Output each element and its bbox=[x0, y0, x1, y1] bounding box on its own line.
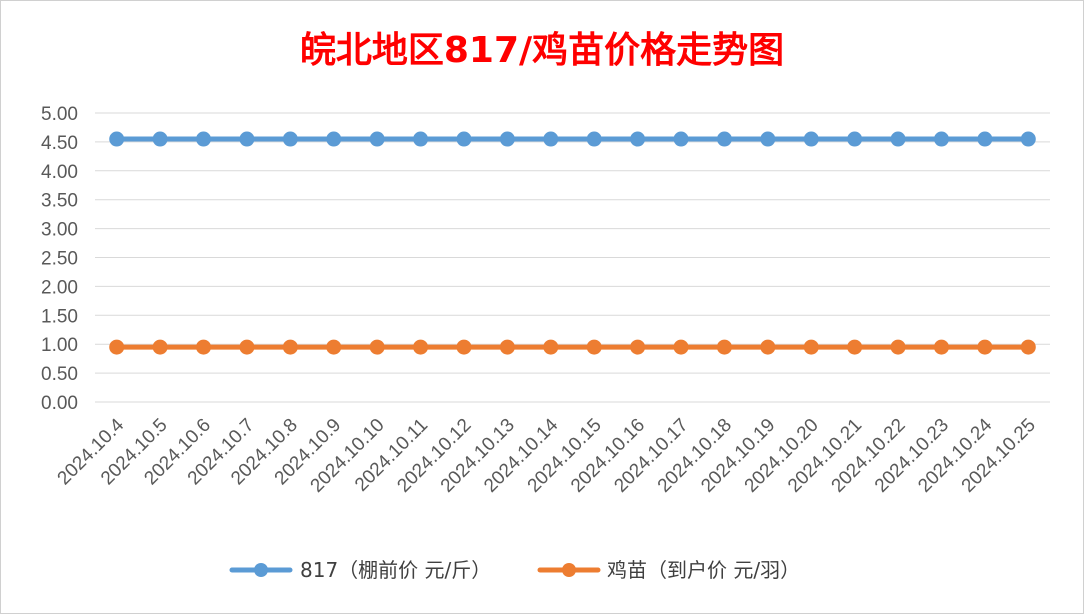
data-point bbox=[673, 131, 689, 147]
data-point bbox=[847, 339, 863, 355]
y-tick-label: 4.00 bbox=[41, 162, 78, 183]
data-point bbox=[413, 339, 429, 355]
data-point bbox=[152, 131, 168, 147]
data-point bbox=[196, 339, 212, 355]
y-tick-label: 0.50 bbox=[41, 364, 78, 385]
data-point bbox=[499, 131, 515, 147]
series-2 bbox=[109, 339, 1036, 355]
data-point bbox=[456, 131, 472, 147]
legend-item-1: 817（棚前价 元/斤） bbox=[229, 558, 491, 582]
y-tick-label: 2.00 bbox=[41, 277, 78, 298]
y-tick-label: 3.50 bbox=[41, 191, 78, 212]
data-point bbox=[803, 131, 819, 147]
y-tick-label: 2.50 bbox=[41, 249, 78, 270]
data-point bbox=[1020, 339, 1036, 355]
y-tick-label: 0.00 bbox=[41, 393, 78, 414]
data-point bbox=[1020, 131, 1036, 147]
data-point bbox=[716, 339, 732, 355]
data-point bbox=[369, 131, 385, 147]
legend-marker bbox=[254, 563, 268, 577]
data-point bbox=[760, 131, 776, 147]
gridlines bbox=[95, 112, 1050, 403]
data-point bbox=[239, 339, 255, 355]
y-tick-label: 4.50 bbox=[41, 133, 78, 154]
data-point bbox=[760, 339, 776, 355]
y-tick-label: 3.00 bbox=[41, 220, 78, 241]
data-point bbox=[847, 131, 863, 147]
data-point bbox=[413, 131, 429, 147]
y-tick-label: 1.00 bbox=[41, 335, 78, 356]
series-1 bbox=[109, 131, 1036, 147]
data-point bbox=[586, 131, 602, 147]
data-point bbox=[977, 339, 993, 355]
data-point bbox=[282, 131, 298, 147]
data-point bbox=[630, 339, 646, 355]
data-point bbox=[109, 339, 125, 355]
data-point bbox=[890, 339, 906, 355]
data-point bbox=[716, 131, 732, 147]
data-point bbox=[196, 131, 212, 147]
data-point bbox=[239, 131, 255, 147]
data-point bbox=[456, 339, 472, 355]
data-point bbox=[543, 131, 559, 147]
data-point bbox=[369, 339, 385, 355]
y-tick-label: 5.00 bbox=[41, 104, 78, 125]
data-point bbox=[543, 339, 559, 355]
chart-title: 皖北地区817/鸡苗价格走势图 bbox=[300, 30, 784, 71]
data-point bbox=[803, 339, 819, 355]
data-point bbox=[933, 339, 949, 355]
data-point bbox=[630, 131, 646, 147]
data-point bbox=[933, 131, 949, 147]
data-point bbox=[890, 131, 906, 147]
data-point bbox=[673, 339, 689, 355]
data-point bbox=[586, 339, 602, 355]
data-point bbox=[152, 339, 168, 355]
legend-label: 817（棚前价 元/斤） bbox=[300, 558, 491, 582]
legend-label: 鸡苗（到户价 元/羽） bbox=[607, 558, 800, 582]
data-point bbox=[499, 339, 515, 355]
y-tick-label: 1.50 bbox=[41, 306, 78, 327]
legend-marker bbox=[562, 563, 576, 577]
data-point bbox=[109, 131, 125, 147]
data-point bbox=[977, 131, 993, 147]
data-point bbox=[326, 339, 342, 355]
data-point bbox=[326, 131, 342, 147]
legend-item-2: 鸡苗（到户价 元/羽） bbox=[537, 558, 800, 582]
data-point bbox=[282, 339, 298, 355]
